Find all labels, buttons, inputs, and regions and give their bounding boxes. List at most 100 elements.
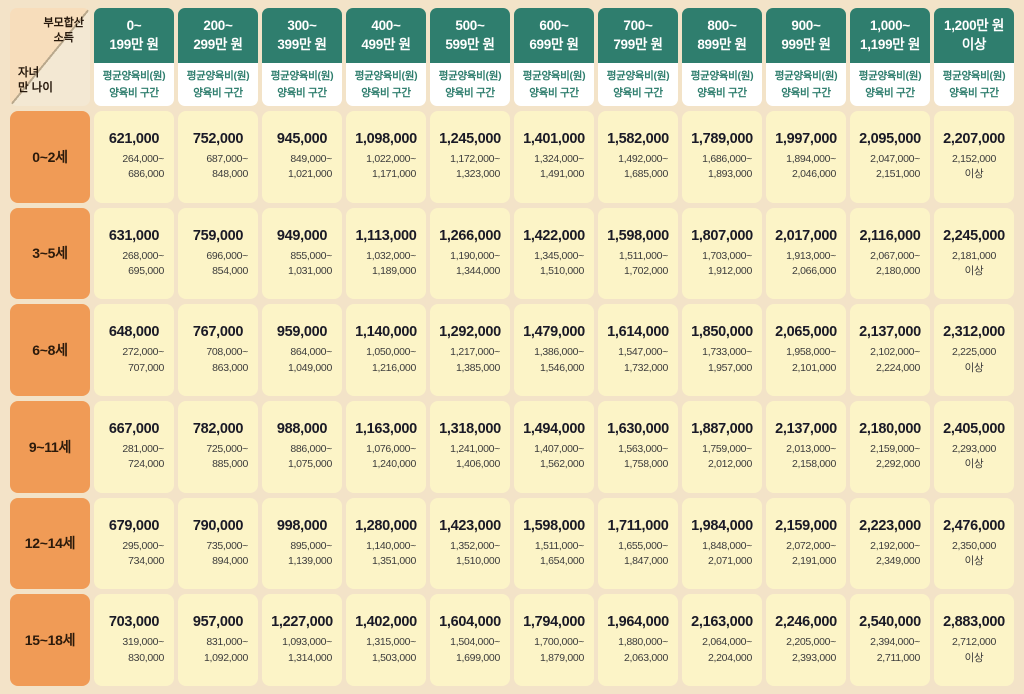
cost-range-caption: 양육비 구간 bbox=[193, 86, 243, 99]
age-row-header: 9~11세 bbox=[10, 400, 90, 493]
range-line2: 2,393,000 bbox=[791, 651, 836, 664]
cost-cell: 667,000 281,000~ 724,000 bbox=[94, 400, 174, 493]
avg-cost-caption: 평균양육비(원) bbox=[774, 70, 838, 83]
avg-cost-value: 2,207,000 bbox=[943, 131, 1005, 148]
income-column-header: 400~ 499만 원 평균양육비(원) 양육비 구간 bbox=[346, 8, 426, 106]
avg-cost-value: 1,630,000 bbox=[607, 421, 669, 438]
cost-cell: 631,000 268,000~ 695,000 bbox=[94, 207, 174, 300]
income-range-label: 0~ 199만 원 bbox=[94, 8, 174, 63]
range-line1: 886,000~ bbox=[290, 443, 332, 456]
range-line2: 1,912,000 bbox=[707, 264, 752, 277]
cost-range: 725,000~ 885,000 bbox=[185, 442, 251, 472]
cost-range-caption: 양육비 구간 bbox=[613, 86, 663, 99]
cost-range: 2,394,000~ 2,711,000 bbox=[857, 635, 923, 665]
avg-cost-value: 1,422,000 bbox=[523, 227, 585, 244]
range-line2: 1,732,000 bbox=[623, 361, 668, 374]
cost-range-caption: 양육비 구간 bbox=[697, 86, 747, 99]
cost-cell: 988,000 886,000~ 1,075,000 bbox=[262, 400, 342, 493]
cost-range: 1,880,000~ 2,063,000 bbox=[605, 635, 671, 665]
range-line2: 1,957,000 bbox=[707, 361, 752, 374]
range-line2: 1,562,000 bbox=[539, 458, 584, 471]
range-line2: 695,000 bbox=[128, 264, 164, 277]
range-line1: 849,000~ bbox=[290, 153, 332, 166]
cost-cell: 1,614,000 1,547,000~ 1,732,000 bbox=[598, 304, 678, 396]
avg-cost-value: 679,000 bbox=[108, 517, 160, 534]
cost-cell: 959,000 864,000~ 1,049,000 bbox=[262, 304, 342, 396]
cost-cell: 1,598,000 1,511,000~ 1,702,000 bbox=[598, 207, 678, 300]
cost-cell: 1,318,000 1,241,000~ 1,406,000 bbox=[430, 400, 510, 493]
range-line1: 2,047,000~ bbox=[870, 153, 920, 166]
cost-range-caption: 양육비 구간 bbox=[865, 86, 915, 99]
range-line2: 2,711,000 bbox=[876, 651, 921, 664]
cost-range: 2,067,000~ 2,180,000 bbox=[857, 249, 923, 279]
avg-cost-value: 2,312,000 bbox=[943, 324, 1005, 341]
range-line2: 734,000 bbox=[128, 554, 164, 567]
range-line1: 1,848,000~ bbox=[702, 539, 752, 552]
cost-cell: 1,582,000 1,492,000~ 1,685,000 bbox=[598, 111, 678, 203]
range-line1: 1,172,000~ bbox=[450, 153, 500, 166]
cost-cell: 2,017,000 1,913,000~ 2,066,000 bbox=[766, 207, 846, 300]
range-line2: 1,699,000 bbox=[455, 651, 500, 664]
avg-cost-caption: 평균양육비(원) bbox=[942, 70, 1006, 83]
corner-cell: 부모합산 소득 자녀 만 나이 bbox=[10, 8, 90, 106]
cost-range: 886,000~ 1,075,000 bbox=[269, 442, 335, 472]
range-line1: 1,032,000~ bbox=[366, 249, 416, 262]
cost-cell: 1,494,000 1,407,000~ 1,562,000 bbox=[514, 400, 594, 493]
cost-range: 1,217,000~ 1,385,000 bbox=[437, 345, 503, 375]
range-line1: 1,324,000~ bbox=[534, 153, 584, 166]
range-line2: 1,240,000 bbox=[371, 458, 416, 471]
income-column-header: 300~ 399만 원 평균양육비(원) 양육비 구간 bbox=[262, 8, 342, 106]
cost-range: 1,324,000~ 1,491,000 bbox=[521, 152, 587, 182]
corner-label-parent-income: 부모합산 소득 bbox=[43, 17, 84, 44]
range-line2: 2,292,000 bbox=[875, 458, 920, 471]
column-subheader: 평균양육비(원) 양육비 구간 bbox=[598, 63, 678, 106]
income-range-label: 800~ 899만 원 bbox=[682, 8, 762, 63]
cost-range: 1,093,000~ 1,314,000 bbox=[269, 635, 335, 665]
range-line2: 2,204,000 bbox=[707, 651, 752, 664]
cost-cell: 621,000 264,000~ 686,000 bbox=[94, 111, 174, 203]
cost-cell: 2,223,000 2,192,000~ 2,349,000 bbox=[850, 497, 930, 590]
avg-cost-value: 1,401,000 bbox=[523, 131, 585, 148]
avg-cost-caption: 평균양육비(원) bbox=[606, 70, 670, 83]
range-line2: 이상 bbox=[964, 458, 984, 471]
avg-cost-value: 1,794,000 bbox=[523, 614, 585, 631]
range-line2: 이상 bbox=[964, 168, 984, 181]
cost-cell: 1,227,000 1,093,000~ 1,314,000 bbox=[262, 594, 342, 686]
avg-cost-value: 1,964,000 bbox=[607, 614, 669, 631]
range-line1: 2,394,000~ bbox=[870, 636, 920, 649]
income-column-header: 1,000~ 1,199만 원 평균양육비(원) 양육비 구간 bbox=[850, 8, 930, 106]
cost-cell: 1,598,000 1,511,000~ 1,654,000 bbox=[514, 497, 594, 590]
avg-cost-value: 2,116,000 bbox=[859, 227, 921, 244]
cost-range: 2,064,000~ 2,204,000 bbox=[689, 635, 755, 665]
range-line2: 1,847,000 bbox=[623, 554, 668, 567]
cost-range: 2,205,000~ 2,393,000 bbox=[773, 635, 839, 665]
range-line1: 2,067,000~ bbox=[870, 249, 920, 262]
range-line2: 2,224,000 bbox=[875, 361, 920, 374]
cost-range: 1,686,000~ 1,893,000 bbox=[689, 152, 755, 182]
range-line1: 2,225,000 bbox=[951, 346, 996, 359]
cost-cell: 1,850,000 1,733,000~ 1,957,000 bbox=[682, 304, 762, 396]
range-line1: 1,700,000~ bbox=[534, 636, 584, 649]
range-line1: 1,958,000~ bbox=[786, 346, 836, 359]
range-line1: 1,686,000~ bbox=[702, 153, 752, 166]
range-line1: 855,000~ bbox=[290, 249, 332, 262]
cost-range: 319,000~ 830,000 bbox=[101, 635, 167, 665]
range-line2: 1,323,000 bbox=[455, 168, 500, 181]
range-line1: 1,504,000~ bbox=[450, 636, 500, 649]
cost-cell: 2,159,000 2,072,000~ 2,191,000 bbox=[766, 497, 846, 590]
avg-cost-value: 2,159,000 bbox=[775, 517, 837, 534]
age-row-header: 0~2세 bbox=[10, 111, 90, 203]
cost-cell: 2,095,000 2,047,000~ 2,151,000 bbox=[850, 111, 930, 203]
avg-cost-value: 621,000 bbox=[108, 131, 160, 148]
avg-cost-value: 1,266,000 bbox=[439, 227, 501, 244]
avg-cost-value: 2,137,000 bbox=[859, 324, 921, 341]
range-line2: 1,351,000 bbox=[371, 554, 416, 567]
cost-range: 895,000~ 1,139,000 bbox=[269, 539, 335, 569]
avg-cost-value: 998,000 bbox=[276, 517, 328, 534]
range-line1: 1,880,000~ bbox=[618, 636, 668, 649]
range-line2: 2,158,000 bbox=[791, 458, 836, 471]
avg-cost-value: 2,476,000 bbox=[943, 517, 1005, 534]
cost-range: 1,190,000~ 1,344,000 bbox=[437, 249, 503, 279]
column-subheader: 평균양육비(원) 양육비 구간 bbox=[850, 63, 930, 106]
avg-cost-value: 782,000 bbox=[192, 421, 244, 438]
